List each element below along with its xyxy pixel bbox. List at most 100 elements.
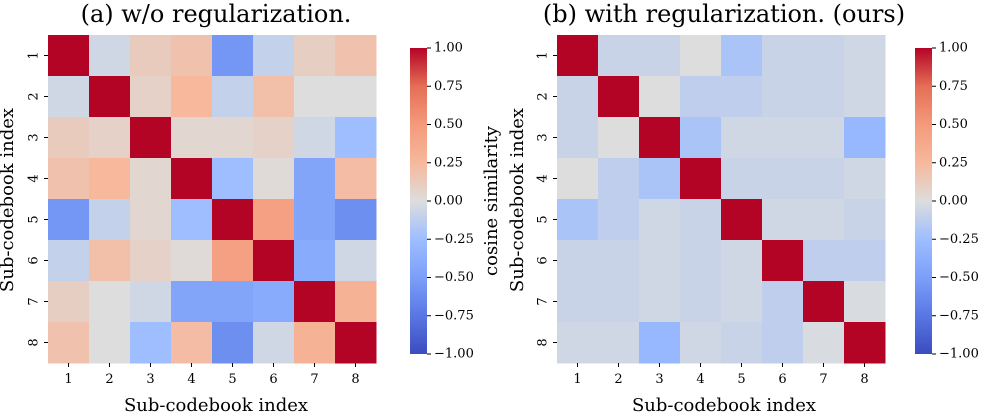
heatmap-b-cell bbox=[639, 35, 681, 77]
heatmap-b-cell bbox=[762, 76, 804, 118]
colorbar-b-ticks: 1.00 0.75 0.50 0.25 0.00 −0.25 −0.50 −0.75 −1.00 bbox=[932, 41, 979, 362]
heatmap-b-cell bbox=[598, 281, 640, 323]
colorbar-b-tick-label: 1.00 bbox=[939, 41, 968, 56]
heatmap-a-cell bbox=[130, 76, 172, 118]
heatmap-a-cell bbox=[335, 322, 377, 364]
heatmap-a-y-tick-label: 3 bbox=[27, 133, 42, 141]
heatmap-b-cell bbox=[844, 240, 886, 282]
heatmap-b-cell bbox=[762, 158, 804, 200]
heatmap-b-cell bbox=[680, 117, 722, 159]
heatmap-b-cell bbox=[598, 35, 640, 77]
heatmap-b-y-tick-label: 2 bbox=[536, 92, 551, 100]
heatmap-a-cell bbox=[335, 35, 377, 77]
heatmap-a-cell bbox=[130, 322, 172, 364]
heatmap-a-cell bbox=[212, 240, 254, 282]
colorbar-a-tick-label: −0.50 bbox=[434, 270, 474, 285]
heatmap-a-cell bbox=[89, 117, 131, 159]
heatmap-a-cell bbox=[294, 199, 336, 241]
heatmap-a-x-tick-label: 5 bbox=[228, 372, 236, 387]
heatmap-a-cell bbox=[212, 117, 254, 159]
heatmap-b-cell bbox=[721, 240, 763, 282]
colorbar-b-tick-label: −0.50 bbox=[939, 270, 979, 285]
heatmap-a-cell bbox=[48, 281, 90, 323]
heatmap-b-cell bbox=[762, 322, 804, 364]
heatmap-b-cell bbox=[557, 322, 599, 364]
colorbar-a-tick-label: −1.00 bbox=[434, 347, 474, 362]
heatmap-a-cell bbox=[171, 117, 213, 159]
colorbar-a-tick-label: 0.75 bbox=[434, 79, 463, 94]
heatmap-b-cell bbox=[803, 240, 845, 282]
heatmap-b-cell bbox=[803, 76, 845, 118]
heatmap-b-cell bbox=[721, 117, 763, 159]
heatmap-b-cell bbox=[598, 76, 640, 118]
heatmap-b-cell bbox=[844, 35, 886, 77]
heatmap-b-cell bbox=[598, 240, 640, 282]
heatmap-a-y-ticks: 1 2 3 4 5 6 7 8 bbox=[27, 51, 48, 347]
heatmap-a-cell bbox=[335, 281, 377, 323]
heatmap-b-cell bbox=[844, 322, 886, 364]
heatmap-a-x-tick-label: 6 bbox=[269, 372, 277, 387]
heatmap-a-x-ticks: 1 2 3 4 5 6 7 8 bbox=[64, 363, 360, 387]
heatmap-b-cell bbox=[680, 158, 722, 200]
panel-a: (a) w/o regularization. 1 2 3 4 5 6 7 8 1 2 3 4 5 6 7… bbox=[0, 0, 502, 416]
colorbar-a-tick-label: 0.00 bbox=[434, 194, 463, 209]
colorbar-a-ticks: 1.00 0.75 0.50 0.25 0.00 −0.25 −0.50 −0.75 −1.00 bbox=[427, 41, 474, 362]
colorbar-a-tick-label: 1.00 bbox=[434, 41, 463, 56]
heatmap-b-y-tick-label: 1 bbox=[536, 51, 551, 59]
heatmap-b-cell bbox=[721, 281, 763, 323]
heatmap-b-cell bbox=[844, 76, 886, 118]
colorbar-a-tick-label: 0.50 bbox=[434, 117, 463, 132]
heatmap-a-cell bbox=[48, 158, 90, 200]
panel-a-x-axis-label: Sub-codebook index bbox=[124, 395, 308, 416]
heatmap-b-cell bbox=[762, 35, 804, 77]
heatmap-a-cell bbox=[253, 35, 295, 77]
heatmap-b-cell bbox=[680, 322, 722, 364]
heatmap-a-cell bbox=[294, 281, 336, 323]
heatmap-b-x-tick-label: 5 bbox=[737, 372, 745, 387]
heatmap-a-y-tick-label: 4 bbox=[27, 174, 42, 182]
heatmap-a-cell bbox=[253, 322, 295, 364]
heatmap-b-cell bbox=[844, 117, 886, 159]
colorbar-b bbox=[915, 48, 932, 354]
heatmap-a-cell bbox=[212, 199, 254, 241]
heatmap-a-cell bbox=[294, 240, 336, 282]
heatmap-a-cell bbox=[212, 76, 254, 118]
heatmap-a-cell bbox=[171, 199, 213, 241]
heatmap-b-cell bbox=[639, 117, 681, 159]
heatmap-a-cell bbox=[335, 158, 377, 200]
colorbar-b-tick-label: −1.00 bbox=[939, 347, 979, 362]
colorbar-b-tick-label: 0.00 bbox=[939, 194, 968, 209]
panel-b-title: (b) with regularization. (ours) bbox=[543, 0, 905, 28]
heatmap-a-y-tick-label: 7 bbox=[27, 297, 42, 305]
heatmap-b-cell bbox=[557, 35, 599, 77]
heatmap-a-cell bbox=[294, 76, 336, 118]
heatmap-a-cell bbox=[253, 240, 295, 282]
heatmap-a-cell bbox=[253, 117, 295, 159]
heatmap-a-cell bbox=[48, 322, 90, 364]
heatmap-a-cell bbox=[89, 240, 131, 282]
colorbar-a bbox=[410, 48, 427, 354]
heatmap-b-cell bbox=[557, 240, 599, 282]
heatmap-a-cell bbox=[130, 240, 172, 282]
heatmap-b-cell bbox=[680, 240, 722, 282]
heatmap-b-cell bbox=[803, 35, 845, 77]
heatmap-b-cell bbox=[803, 158, 845, 200]
heatmap-a-cell bbox=[294, 322, 336, 364]
heatmap-a-cell bbox=[212, 35, 254, 77]
heatmap-b-cell bbox=[680, 76, 722, 118]
heatmap-a-cell bbox=[89, 76, 131, 118]
colorbar-b-tick-label: 0.50 bbox=[939, 117, 968, 132]
heatmap-a-cell bbox=[253, 281, 295, 323]
heatmap-b-x-tick-label: 3 bbox=[655, 372, 663, 387]
heatmap-a-cell bbox=[294, 158, 336, 200]
heatmap-b-cell bbox=[598, 322, 640, 364]
heatmap-b-cell bbox=[557, 76, 599, 118]
heatmap-b-cell bbox=[803, 117, 845, 159]
heatmap-b-cell bbox=[762, 240, 804, 282]
heatmap-b-y-tick-label: 4 bbox=[536, 174, 551, 182]
heatmap-b-cells bbox=[557, 35, 886, 364]
heatmap-b-cell bbox=[844, 158, 886, 200]
heatmap-b-y-tick-label: 3 bbox=[536, 133, 551, 141]
heatmap-a-cell bbox=[212, 322, 254, 364]
